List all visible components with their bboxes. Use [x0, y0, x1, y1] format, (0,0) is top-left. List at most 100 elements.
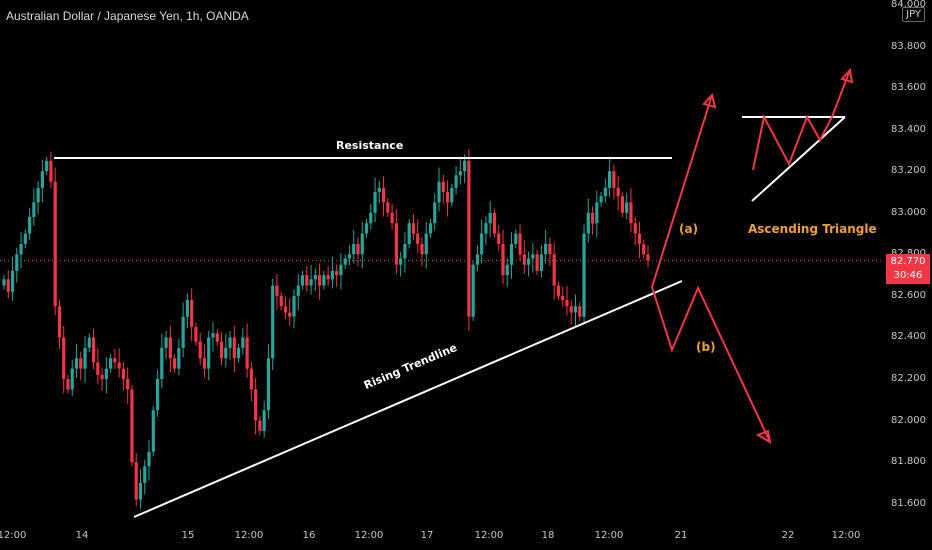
candle-down[interactable] — [356, 243, 360, 255]
candle-down[interactable] — [326, 275, 330, 280]
candle-down[interactable] — [134, 462, 138, 500]
candle-up[interactable] — [347, 254, 352, 259]
candle-down[interactable] — [57, 306, 62, 338]
candle-up[interactable] — [330, 270, 334, 280]
candle-down[interactable] — [561, 295, 565, 301]
candle-down[interactable] — [245, 337, 249, 369]
candle-down[interactable] — [445, 192, 450, 203]
candle-up[interactable] — [15, 254, 19, 271]
candle-up[interactable] — [2, 279, 6, 286]
candle-up[interactable] — [505, 264, 509, 276]
candle-down[interactable] — [96, 362, 100, 375]
scenario-b-arrow[interactable] — [651, 285, 771, 443]
candle-up[interactable] — [407, 223, 411, 244]
candle-up[interactable] — [514, 233, 518, 244]
candle-up[interactable] — [360, 233, 364, 255]
candle-down[interactable] — [416, 233, 420, 244]
candle-up[interactable] — [266, 358, 271, 411]
candle-down[interactable] — [126, 379, 130, 390]
candle-down[interactable] — [100, 374, 104, 380]
candle-up[interactable] — [74, 358, 79, 369]
candle-up[interactable] — [138, 482, 143, 500]
candle-up[interactable] — [228, 337, 232, 348]
candle-down[interactable] — [522, 254, 526, 265]
candle-down[interactable] — [198, 341, 202, 359]
candle-up[interactable] — [70, 368, 74, 390]
candle-down[interactable] — [194, 327, 198, 342]
candle-down[interactable] — [283, 306, 288, 313]
candle-up[interactable] — [224, 347, 228, 359]
candle-down[interactable] — [172, 358, 177, 369]
candle-up[interactable] — [399, 258, 403, 265]
candle-down[interactable] — [467, 160, 471, 317]
candle-up[interactable] — [241, 337, 245, 348]
candle-up[interactable] — [211, 333, 215, 338]
candle-up[interactable] — [104, 368, 108, 380]
candle-down[interactable] — [215, 333, 219, 342]
candle-up[interactable] — [352, 243, 356, 255]
candle-up[interactable] — [40, 171, 44, 188]
candle-up[interactable] — [271, 285, 275, 359]
candle-up[interactable] — [480, 233, 484, 255]
candle-up[interactable] — [573, 306, 578, 313]
candle-up[interactable] — [300, 275, 305, 286]
candle-up[interactable] — [181, 316, 185, 348]
candle-up[interactable] — [526, 258, 531, 265]
candle-down[interactable] — [232, 337, 236, 359]
candle-down[interactable] — [386, 202, 390, 213]
candle-up[interactable] — [236, 347, 241, 359]
candle-down[interactable] — [335, 270, 339, 276]
currency-badge[interactable]: JPY — [902, 7, 925, 22]
candle-down[interactable] — [288, 312, 292, 317]
candle-up[interactable] — [27, 216, 32, 234]
candle-down[interactable] — [646, 254, 650, 261]
candle-down[interactable] — [394, 223, 398, 265]
candle-up[interactable] — [343, 258, 347, 265]
candle-up[interactable] — [185, 300, 189, 317]
candle-up[interactable] — [160, 347, 164, 380]
candle-up[interactable] — [164, 337, 168, 348]
candle-up[interactable] — [322, 275, 326, 286]
candle-down[interactable] — [219, 341, 224, 359]
candle-up[interactable] — [377, 187, 381, 193]
candle-down[interactable] — [190, 300, 194, 328]
candle-up[interactable] — [373, 192, 377, 213]
candle-down[interactable] — [91, 337, 96, 363]
candle-down[interactable] — [318, 275, 322, 286]
candle-down[interactable] — [79, 358, 83, 369]
candle-up[interactable] — [23, 233, 27, 244]
candle-up[interactable] — [36, 187, 40, 203]
candle-up[interactable] — [296, 285, 300, 296]
candle-up[interactable] — [454, 175, 458, 188]
scenario-a-arrow[interactable] — [651, 94, 713, 288]
candle-down[interactable] — [258, 420, 262, 431]
candle-up[interactable] — [10, 270, 15, 292]
candle-down[interactable] — [275, 285, 279, 296]
candle-down[interactable] — [633, 223, 637, 234]
candle-up[interactable] — [433, 202, 437, 224]
candle-down[interactable] — [249, 368, 253, 390]
candle-up[interactable] — [109, 358, 113, 369]
rising-trendline[interactable] — [133, 280, 683, 518]
candle-up[interactable] — [369, 212, 373, 224]
candle-up[interactable] — [475, 254, 480, 265]
candle-up[interactable] — [313, 275, 317, 280]
candle-up[interactable] — [292, 295, 296, 317]
candle-down[interactable] — [130, 389, 134, 463]
candle-down[interactable] — [381, 187, 386, 203]
candle-down[interactable] — [121, 368, 126, 380]
candle-down[interactable] — [518, 233, 522, 255]
candle-down[interactable] — [548, 243, 552, 255]
candle-up[interactable] — [539, 254, 543, 271]
candle-up[interactable] — [509, 243, 514, 265]
candle-up[interactable] — [608, 171, 612, 188]
candle-up[interactable] — [437, 181, 441, 203]
candle-down[interactable] — [620, 196, 625, 213]
candle-down[interactable] — [113, 358, 117, 363]
candle-up[interactable] — [403, 243, 407, 259]
candle-down[interactable] — [279, 295, 283, 307]
candle-down[interactable] — [556, 285, 561, 296]
candle-up[interactable] — [339, 264, 343, 276]
candle-up[interactable] — [599, 196, 603, 203]
